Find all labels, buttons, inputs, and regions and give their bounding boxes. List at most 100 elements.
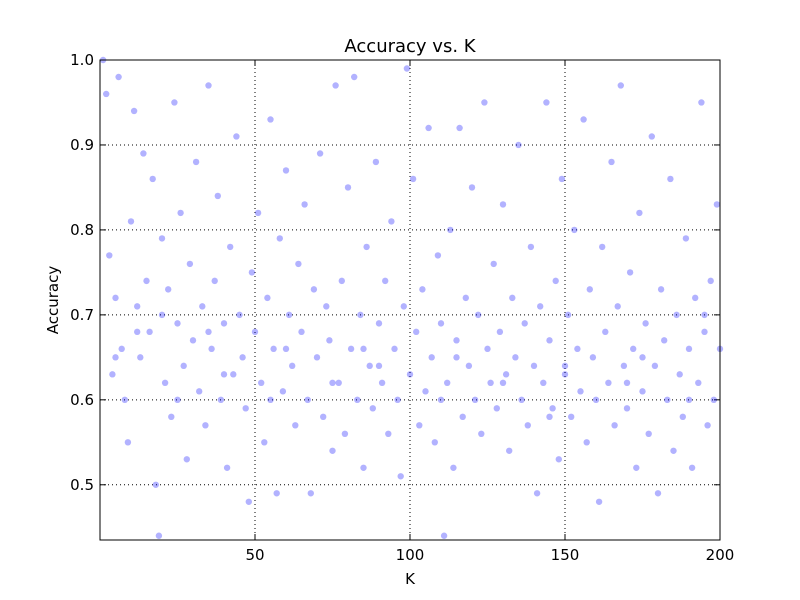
point (444, 379, 451, 387)
x-tick-label: 150 (551, 546, 580, 564)
y-tick-label: 0.7 (70, 306, 94, 324)
point (186, 260, 194, 268)
point (561, 371, 569, 378)
point (347, 345, 355, 353)
point (313, 354, 321, 361)
point (617, 82, 624, 89)
point (174, 320, 181, 327)
point (623, 379, 631, 387)
point (388, 218, 395, 225)
point (602, 328, 609, 336)
x-tick-label: 50 (245, 546, 264, 564)
point (493, 405, 500, 412)
point (196, 388, 203, 395)
point (704, 422, 711, 429)
point (549, 405, 556, 412)
point (307, 490, 314, 497)
point (174, 396, 181, 404)
point (227, 243, 234, 251)
point (279, 388, 287, 395)
point (499, 201, 507, 208)
point (695, 379, 702, 387)
point (645, 430, 652, 438)
point (664, 396, 671, 404)
point (298, 328, 305, 336)
point (595, 498, 603, 505)
point (555, 456, 562, 463)
point (397, 473, 404, 480)
point (161, 379, 169, 387)
point (518, 396, 525, 404)
point (654, 490, 662, 497)
point (623, 405, 631, 412)
point (639, 388, 646, 395)
point (484, 345, 491, 353)
point (468, 184, 476, 191)
point (630, 345, 637, 353)
point (391, 345, 398, 353)
point (592, 396, 600, 404)
point (316, 150, 324, 157)
point (540, 379, 547, 387)
point (254, 209, 262, 217)
point (475, 311, 482, 319)
point (478, 430, 485, 438)
point (282, 167, 290, 174)
point (239, 354, 246, 361)
point (670, 447, 677, 454)
point (220, 371, 228, 378)
point (205, 82, 212, 89)
point (264, 294, 271, 302)
point (199, 303, 206, 310)
point (530, 362, 538, 370)
point (289, 362, 296, 370)
point (106, 252, 113, 259)
point (453, 354, 460, 361)
point (428, 354, 435, 361)
point (205, 328, 212, 336)
point (568, 413, 575, 421)
point (258, 379, 265, 387)
point (375, 362, 383, 370)
point (189, 337, 197, 344)
point (251, 328, 259, 336)
point (378, 379, 386, 387)
point (140, 150, 147, 157)
point (354, 396, 361, 404)
point (413, 328, 420, 336)
point (304, 396, 311, 404)
point (326, 337, 333, 344)
point (533, 490, 541, 497)
point (512, 354, 519, 361)
point (456, 124, 463, 132)
point (571, 226, 578, 234)
y-tick-label: 0.9 (70, 136, 94, 154)
y-axis-label: Accuracy (44, 266, 62, 335)
point (459, 413, 466, 421)
y-tick-label: 0.5 (70, 476, 94, 494)
point (267, 396, 274, 404)
point (155, 532, 163, 539)
point (230, 371, 237, 378)
point (366, 362, 373, 370)
point (127, 218, 135, 225)
point (527, 243, 535, 251)
point (676, 371, 683, 378)
point (245, 498, 252, 505)
point (360, 464, 367, 471)
point (211, 277, 218, 285)
point (323, 303, 330, 310)
point (499, 379, 507, 387)
chart-title: Accuracy vs. K (344, 36, 476, 57)
point (112, 294, 119, 302)
point (453, 337, 460, 344)
point (465, 362, 473, 370)
point (338, 277, 345, 285)
point (149, 175, 156, 183)
point (335, 379, 342, 387)
point (633, 464, 640, 471)
point (165, 286, 172, 293)
point (409, 175, 417, 183)
